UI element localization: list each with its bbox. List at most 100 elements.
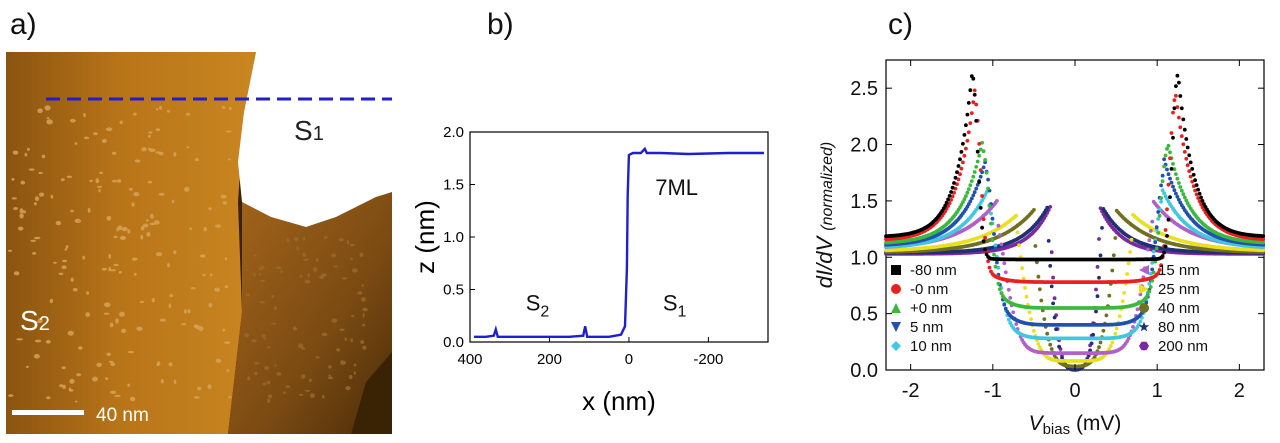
island	[97, 185, 103, 188]
data-point	[1162, 191, 1166, 196]
island	[270, 322, 277, 325]
island	[34, 196, 40, 202]
island	[92, 376, 98, 382]
data-point	[1148, 271, 1153, 276]
height-profile-svg: 0.0 0.5 1.0 1.5 2.0 400 200 0 -200 x (nm) z (nm) 7M…	[410, 124, 769, 416]
data-point	[986, 177, 990, 182]
data-point	[961, 200, 965, 205]
y-tick-label: 0.5	[443, 282, 464, 299]
island	[298, 393, 304, 396]
island	[96, 362, 102, 367]
data-point	[1111, 253, 1116, 258]
data-point	[1008, 296, 1013, 300]
data-point	[977, 153, 982, 158]
island	[74, 142, 78, 145]
data-point	[978, 174, 983, 179]
island	[245, 269, 248, 271]
island	[140, 225, 145, 231]
region-label-s2: S2	[20, 305, 50, 336]
island	[226, 369, 230, 372]
data-point	[971, 193, 976, 198]
data-point	[1060, 356, 1064, 360]
island	[340, 360, 343, 364]
island	[148, 134, 151, 138]
profile-annotation: 7ML	[655, 175, 698, 200]
data-point	[1190, 167, 1195, 171]
data-point	[993, 243, 998, 248]
data-point	[1098, 340, 1103, 345]
data-point	[1182, 127, 1187, 132]
island	[19, 208, 24, 214]
island	[259, 300, 265, 304]
data-point	[1003, 306, 1008, 311]
data-point	[998, 233, 1002, 237]
island	[267, 346, 271, 349]
data-point	[1159, 199, 1163, 204]
island	[187, 309, 191, 314]
island	[361, 284, 364, 287]
data-point	[1172, 167, 1177, 172]
data-point	[1178, 185, 1183, 189]
island	[16, 338, 24, 341]
data-point	[1110, 340, 1115, 345]
island	[41, 154, 46, 159]
island	[321, 332, 328, 337]
data-point	[972, 170, 977, 174]
data-point	[1171, 162, 1175, 166]
data-point	[971, 174, 976, 179]
data-point	[961, 141, 965, 146]
island	[267, 398, 271, 404]
data-point	[1029, 317, 1033, 321]
island	[224, 285, 229, 289]
island	[26, 147, 30, 151]
data-point	[1156, 231, 1161, 235]
island	[22, 210, 27, 214]
data-point	[1168, 150, 1172, 155]
legend-label: 5 nm	[910, 319, 943, 336]
data-point	[1165, 147, 1169, 151]
island	[95, 178, 100, 184]
data-point	[1107, 347, 1112, 351]
island	[61, 265, 67, 270]
data-point	[1177, 80, 1181, 85]
island	[148, 131, 153, 134]
island	[283, 391, 286, 395]
data-point	[1178, 94, 1183, 98]
island	[34, 202, 37, 206]
data-point	[971, 76, 976, 81]
data-point	[974, 186, 979, 191]
data-point	[1187, 153, 1192, 158]
data-point	[965, 112, 970, 117]
data-point	[1179, 188, 1184, 193]
data-point	[1046, 239, 1051, 243]
island	[158, 192, 165, 196]
island	[19, 213, 24, 219]
data-point	[964, 146, 968, 151]
island	[331, 318, 338, 323]
data-point	[964, 194, 968, 199]
island	[302, 252, 306, 257]
island	[345, 386, 351, 391]
island	[133, 272, 137, 276]
data-point	[980, 225, 984, 230]
island	[181, 323, 187, 326]
data-point	[1036, 342, 1041, 346]
island	[113, 263, 119, 267]
island	[118, 271, 122, 274]
legend-label: +0 nm	[910, 300, 952, 317]
data-point	[972, 88, 977, 93]
island	[37, 108, 43, 114]
island	[274, 364, 277, 367]
island	[34, 339, 42, 343]
data-point	[1048, 205, 1053, 209]
data-point	[990, 216, 995, 221]
data-point	[946, 204, 950, 208]
data-point	[1196, 196, 1200, 200]
island	[7, 249, 13, 252]
island	[253, 254, 257, 257]
island	[83, 136, 90, 140]
island	[353, 371, 356, 375]
data-point	[999, 242, 1004, 247]
data-point	[1174, 84, 1178, 88]
island	[69, 378, 75, 384]
